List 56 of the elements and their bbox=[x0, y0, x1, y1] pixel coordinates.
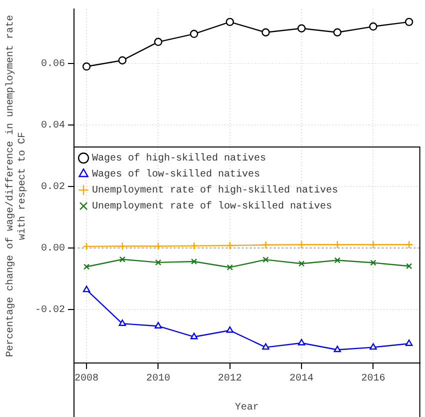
legend-label: Wages of high-skilled natives bbox=[92, 152, 266, 165]
point bbox=[118, 320, 126, 326]
point bbox=[190, 258, 198, 265]
y-tick-label: 0.00 bbox=[40, 244, 66, 255]
point bbox=[298, 338, 306, 346]
point bbox=[262, 28, 270, 36]
point bbox=[297, 24, 306, 32]
point bbox=[226, 264, 233, 270]
x-tick-label: 2014 bbox=[290, 374, 314, 385]
point bbox=[370, 343, 377, 350]
point bbox=[369, 240, 378, 249]
point bbox=[405, 340, 413, 346]
point bbox=[82, 242, 91, 251]
point bbox=[83, 264, 90, 270]
point bbox=[370, 260, 376, 266]
legend-label: Unemployment rate of high-skilled natives bbox=[92, 184, 338, 197]
legend-label: Wages of low-skilled natives bbox=[92, 168, 260, 181]
x-tick-label: 2016 bbox=[361, 374, 386, 385]
point bbox=[333, 240, 342, 249]
point bbox=[333, 28, 342, 36]
y-tick-label: 0.06 bbox=[40, 59, 66, 70]
point bbox=[334, 346, 342, 352]
point bbox=[334, 257, 340, 264]
x-axis-title: Year bbox=[234, 402, 259, 414]
point bbox=[297, 240, 306, 249]
x-tick-label: 2008 bbox=[74, 374, 99, 385]
point bbox=[404, 240, 414, 249]
point bbox=[190, 30, 198, 38]
point bbox=[190, 332, 198, 340]
x-tick-label: 2010 bbox=[146, 374, 170, 385]
point bbox=[119, 256, 126, 262]
point bbox=[154, 38, 162, 46]
point bbox=[154, 242, 162, 250]
point bbox=[155, 259, 162, 266]
point bbox=[262, 256, 269, 263]
legend-label: Unemployment rate of low-skilled natives bbox=[92, 200, 332, 213]
point bbox=[190, 242, 198, 250]
point bbox=[226, 326, 234, 333]
y-axis-title: Percentage change of wage/difference in unemployment rate with respect to CF bbox=[4, 14, 29, 358]
point bbox=[262, 240, 270, 249]
point bbox=[262, 343, 270, 350]
x-tick-label: 2012 bbox=[218, 374, 242, 385]
point bbox=[118, 242, 126, 250]
point bbox=[82, 286, 90, 292]
point bbox=[406, 263, 412, 270]
point bbox=[82, 62, 91, 71]
y-tick-label: 0.04 bbox=[40, 120, 66, 132]
point bbox=[369, 22, 378, 31]
y-tick-label: 0.02 bbox=[40, 182, 66, 194]
point bbox=[154, 322, 162, 328]
point bbox=[298, 260, 305, 267]
point bbox=[404, 18, 414, 26]
point bbox=[226, 241, 234, 250]
y-tick-label: -0.02 bbox=[34, 305, 66, 316]
point bbox=[118, 56, 126, 64]
point bbox=[226, 18, 234, 26]
